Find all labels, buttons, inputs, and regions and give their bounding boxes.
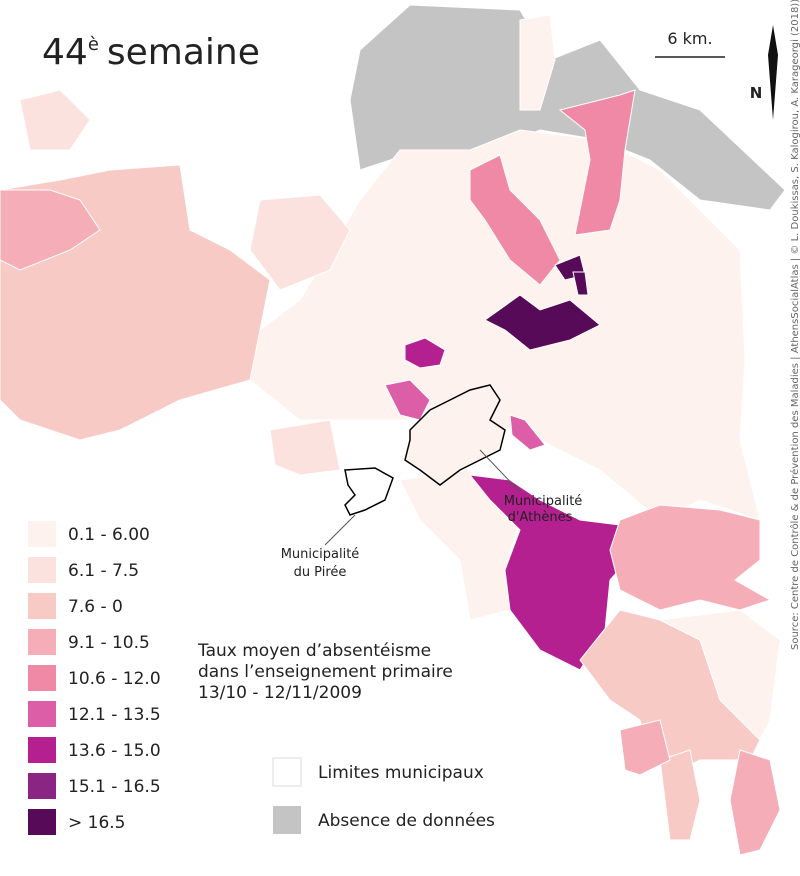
legend-label: 12.1 - 13.5 [68,705,161,725]
title-text: semaine [107,32,260,73]
region [469,154,561,286]
legend: 0.1 - 6.00 6.1 - 7.5 7.6 - 0 9.1 - 10.5 10.6… [28,521,161,835]
region [729,749,781,856]
region [484,294,601,351]
region [519,14,556,111]
regions [0,4,786,856]
legend-swatch [28,521,56,547]
region [619,719,671,776]
title-sup: è [88,34,99,55]
title-number: 44 [42,32,88,73]
legend-swatch [28,701,56,727]
subtitle-line: 13/10 - 12/11/2009 [198,683,362,703]
source: Source: Centre de Contrôle & de Préventi… [789,0,800,650]
legend-swatch [272,757,302,787]
scale-label: 6 km. [667,29,712,48]
legend-swatch [28,557,56,583]
region [659,749,701,841]
legend-label: 0.1 - 6.00 [68,525,150,545]
region [658,609,781,741]
leader-line [324,514,356,546]
legend-swatch [28,773,56,799]
piraeus-boundary [344,467,394,516]
piraeus-label: Municipalité du Pirée [281,547,360,580]
region [609,504,772,611]
legend-label: Limites municipaux [318,763,484,783]
legend-swatch [28,629,56,655]
subtitle: Taux moyen d’absentéisme dans l’enseignem… [197,641,453,703]
legend-swatch [28,593,56,619]
region [572,271,589,296]
region [19,89,91,151]
leader-line [479,449,521,493]
region [249,194,351,291]
legend-label: 7.6 - 0 [68,597,123,617]
legend-swatch [28,665,56,691]
subtitle-line: dans l’enseignement primaire [198,662,453,682]
subtitle-line: Taux moyen d’absentéisme [197,641,431,661]
region [509,414,546,451]
title: 44è semaine [42,32,260,73]
region [0,189,101,271]
legend-swatch [273,806,301,834]
region [404,337,446,369]
legend-label: > 16.5 [68,813,126,833]
athens-boundary [404,384,506,486]
legend-label: 15.1 - 16.5 [68,777,161,797]
annotation-line: Municipalité [504,494,583,509]
region [269,419,341,476]
legend-swatch [28,737,56,763]
legend-label: Absence de données [318,811,495,831]
annotation-line: du Pirée [294,565,347,580]
region [558,89,636,236]
legend-label: 10.6 - 12.0 [68,669,161,689]
athens-label: Municipalité d'Athènes [504,494,583,525]
region [384,379,431,421]
legend-label: 6.1 - 7.5 [68,561,139,581]
north-arrow [768,25,778,120]
north-label: N [750,84,763,102]
annotation-line: d'Athènes [508,510,573,525]
annotation-line: Municipalité [281,547,360,562]
legend-swatch [28,809,56,835]
legend-label: 13.6 - 15.0 [68,741,161,761]
legend-label: 9.1 - 10.5 [68,633,150,653]
